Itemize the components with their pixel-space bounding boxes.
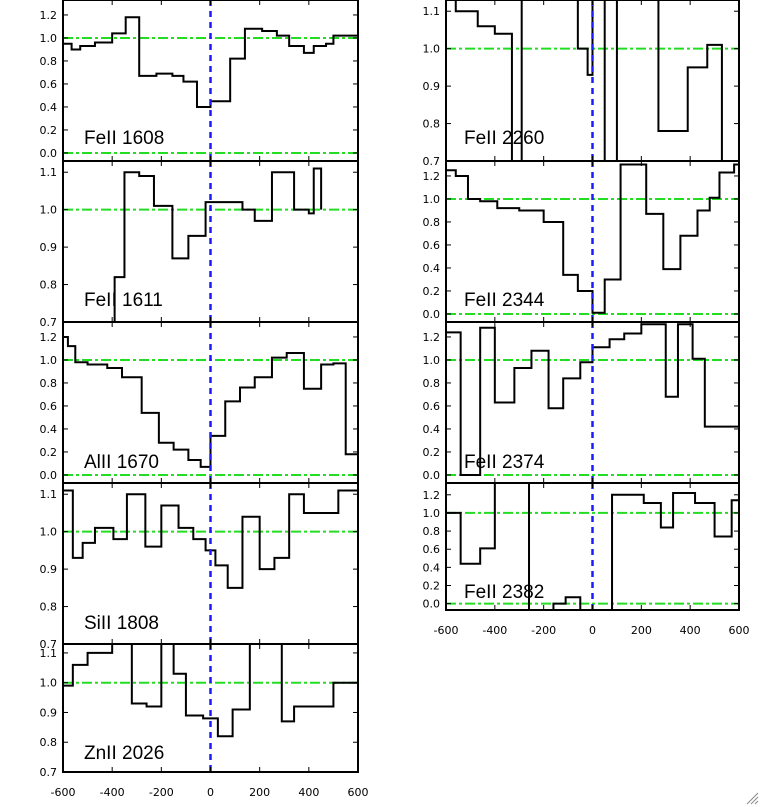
- panel-line-label: FeII 2344: [464, 290, 545, 311]
- y-tick-label: 1.0: [40, 526, 58, 539]
- y-tick-label: 0.4: [423, 561, 441, 574]
- y-tick-label: 0.0: [40, 147, 58, 160]
- y-tick-label: 0.8: [423, 118, 441, 131]
- y-tick-label: 1.0: [423, 193, 441, 206]
- spectrum-histogram-line: [63, 489, 358, 589]
- y-tick-label: 1.1: [40, 488, 58, 501]
- panel-line-label: FeII 2382: [464, 582, 544, 603]
- panel-line-label: SiII 1808: [84, 613, 159, 634]
- y-tick-label: 1.0: [40, 204, 58, 217]
- y-tick-label: 0.9: [40, 706, 58, 719]
- y-tick-label: 0.2: [40, 124, 58, 137]
- y-tick-label: 1.1: [40, 647, 58, 660]
- panel-line-label: FeII 1608: [84, 128, 164, 149]
- panel-7: 0.0 0.2 0.4 0.6 0.8 1.0 1.2 FeII 2374: [423, 321, 740, 484]
- y-tick-label: 0.9: [423, 80, 441, 93]
- x-tick-label: -200: [531, 624, 556, 637]
- y-tick-label: 0.2: [423, 446, 441, 459]
- y-tick-label: 0.8: [40, 736, 58, 749]
- y-tick-label: 0.4: [40, 423, 58, 436]
- y-tick-label: 0.8: [40, 377, 58, 390]
- y-tick-label: 1.0: [40, 677, 58, 690]
- panel-line-label: FeII 2374: [464, 452, 545, 473]
- panel-8: 0.0 0.2 0.4 0.6 0.8 1.0 1.2 -600 -400 -200 0 200 400…: [423, 482, 750, 637]
- spectrum-histogram-line: [63, 16, 358, 108]
- x-tick-label: -400: [482, 624, 507, 637]
- y-tick-label: 0.2: [40, 446, 58, 459]
- panel-4: 0.7 0.8 0.9 1.0 1.1 -600 -400 -200 0 200 400 600 ZnI…: [40, 643, 369, 799]
- y-tick-label: 0.0: [40, 469, 58, 482]
- y-tick-label: 0.0: [423, 598, 441, 611]
- y-tick-label: 0.4: [423, 423, 441, 436]
- x-tick-label: 200: [249, 786, 270, 799]
- panel-1: 0.7 0.8 0.9 1.0 1.1 FeII 1611: [40, 160, 359, 329]
- y-tick-label: 0.8: [40, 601, 58, 614]
- y-tick-label: 0.6: [423, 239, 441, 252]
- y-tick-label: 0.6: [40, 78, 58, 91]
- y-tick-label: 0.6: [423, 543, 441, 556]
- y-tick-label: 0.9: [40, 563, 58, 576]
- y-tick-label: 1.2: [40, 9, 58, 22]
- x-tick-label: 0: [589, 624, 596, 637]
- panel-line-label: FeII 2260: [464, 128, 544, 149]
- resize-grip-icon[interactable]: [745, 791, 759, 805]
- x-tick-label: -400: [100, 786, 125, 799]
- y-tick-label: 1.0: [423, 354, 441, 367]
- x-tick-label: 200: [631, 624, 652, 637]
- spectrum-histogram-line: [63, 644, 358, 738]
- y-tick-label: 0.8: [40, 55, 58, 68]
- spectrum-histogram-line: [454, 0, 739, 161]
- y-tick-label: 0.8: [423, 216, 441, 229]
- y-tick-label: 0.7: [40, 638, 58, 651]
- y-tick-label: 0.7: [40, 316, 58, 329]
- x-tick-label: 400: [680, 624, 701, 637]
- y-tick-label: 0.8: [423, 377, 441, 390]
- y-tick-label: 0.0: [423, 308, 441, 321]
- y-tick-label: 0.9: [40, 241, 58, 254]
- y-tick-label: 0.6: [40, 400, 58, 413]
- y-tick-label: 0.2: [423, 285, 441, 298]
- panel-0: 0.0 0.2 0.4 0.6 0.8 1.0 1.2 FeII 1608: [40, 0, 359, 162]
- y-tick-label: 0.2: [423, 580, 441, 593]
- y-tick-label: 1.0: [423, 43, 441, 56]
- y-tick-label: 0.4: [423, 262, 441, 275]
- spectrum-histogram-line: [446, 163, 739, 314]
- spectrum-histogram-line: [446, 323, 739, 476]
- y-tick-label: 1.2: [423, 489, 441, 502]
- y-tick-label: 1.0: [40, 354, 58, 367]
- x-tick-label: -200: [149, 786, 174, 799]
- panel-2: 0.0 0.2 0.4 0.6 0.8 1.0 1.2 AlII 1670: [40, 321, 359, 484]
- spectrum-histogram-line: [63, 167, 323, 322]
- x-tick-label: 400: [298, 786, 319, 799]
- x-tick-label: 0: [207, 786, 214, 799]
- y-tick-label: 0.8: [40, 279, 58, 292]
- y-tick-label: 0.8: [423, 525, 441, 538]
- panel-line-label: FeII 1611: [84, 290, 163, 311]
- panel-line-label: AlII 1670: [84, 452, 159, 473]
- y-tick-label: 1.1: [40, 166, 58, 179]
- y-tick-label: 0.4: [40, 101, 58, 114]
- spectrum-histogram-line: [63, 335, 358, 468]
- y-tick-label: 1.1: [423, 5, 441, 18]
- y-tick-label: 1.0: [423, 507, 441, 520]
- y-tick-label: 0.0: [423, 469, 441, 482]
- y-tick-label: 0.6: [423, 400, 441, 413]
- panel-line-label: ZnII 2026: [84, 743, 164, 764]
- y-tick-label: 1.2: [40, 331, 58, 344]
- x-tick-label: -600: [434, 624, 459, 637]
- x-tick-label: 600: [348, 786, 369, 799]
- y-tick-label: 1.2: [423, 331, 441, 344]
- x-tick-label: -600: [51, 786, 76, 799]
- y-tick-label: 0.7: [40, 766, 58, 779]
- y-tick-label: 1.2: [423, 170, 441, 183]
- x-tick-label: 600: [729, 624, 750, 637]
- spectrum-histogram-line: [446, 483, 739, 610]
- y-tick-label: 1.0: [40, 32, 58, 45]
- y-tick-label: 0.7: [423, 155, 441, 168]
